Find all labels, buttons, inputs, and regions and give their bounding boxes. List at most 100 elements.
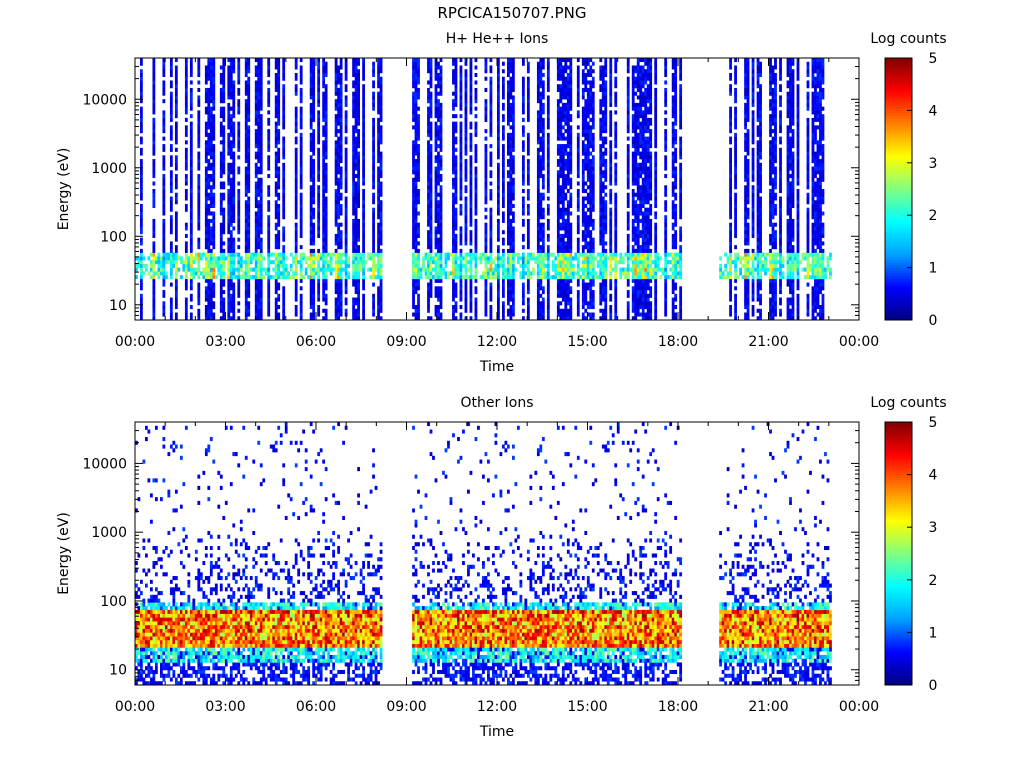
heatmap-cell	[174, 174, 178, 179]
heatmap-cell	[474, 106, 478, 111]
heatmap-cell	[209, 69, 213, 74]
heatmap-cell	[209, 155, 213, 160]
heatmap-cell	[274, 189, 278, 194]
heatmap-cell	[414, 91, 418, 96]
heatmap-cell	[232, 140, 236, 145]
heatmap-cell	[546, 117, 550, 122]
heatmap-cell	[339, 174, 343, 179]
heatmap-cell	[277, 72, 281, 78]
heatmap-cell	[257, 226, 261, 231]
heatmap-cell	[152, 200, 156, 205]
heatmap-cell	[459, 132, 463, 137]
heatmap-cell	[324, 256, 328, 261]
heatmap-cell	[274, 159, 278, 164]
heatmap-cell	[352, 312, 355, 317]
heatmap-cell	[162, 125, 166, 130]
heatmap-cell	[559, 91, 563, 96]
heatmap-cell	[142, 271, 146, 276]
heatmap-cell	[501, 170, 505, 175]
heatmap-cell	[354, 106, 358, 111]
heatmap-cell	[474, 271, 478, 276]
heatmap-cell	[207, 91, 211, 96]
heatmap-cell	[212, 230, 216, 235]
heatmap-cell	[357, 110, 360, 115]
heatmap-cell	[352, 233, 355, 238]
heatmap-cell	[352, 72, 355, 78]
heatmap-cell	[427, 192, 430, 197]
heatmap-cell	[546, 267, 550, 272]
heatmap-cell	[219, 252, 223, 257]
heatmap-cell	[506, 132, 510, 137]
heatmap-cell	[536, 282, 540, 287]
heatmap-cell	[339, 271, 343, 276]
heatmap-cell	[222, 312, 226, 317]
heatmap-cell	[312, 76, 316, 81]
heatmap-cell	[257, 69, 261, 74]
heatmap-cell	[439, 87, 443, 92]
heatmap-cell	[546, 278, 550, 283]
heatmap-cell	[324, 312, 328, 317]
heatmap-cell	[277, 170, 281, 175]
heatmap-cell	[506, 72, 510, 78]
heatmap-cell	[489, 252, 493, 257]
heatmap-cell	[539, 174, 543, 179]
heatmap-cell	[357, 271, 360, 276]
heatmap-cell	[377, 252, 380, 257]
heatmap-cell	[427, 297, 430, 302]
heatmap-cell	[207, 256, 211, 261]
heatmap-cell	[459, 87, 463, 92]
heatmap-cell	[319, 256, 323, 261]
heatmap-cell	[209, 248, 213, 253]
heatmap-cell	[212, 256, 216, 261]
heatmap-cell	[459, 230, 463, 235]
heatmap-cell	[539, 69, 543, 74]
heatmap-cell	[541, 308, 545, 313]
heatmap-cell	[237, 226, 241, 231]
heatmap-cell	[237, 72, 241, 78]
heatmap-cell	[277, 181, 281, 186]
heatmap-cell	[412, 114, 415, 119]
heatmap-cell	[511, 155, 515, 160]
heatmap-cell	[497, 166, 500, 171]
heatmap-cell	[526, 106, 530, 111]
heatmap-cell	[259, 215, 263, 220]
heatmap-cell	[222, 114, 226, 119]
heatmap-cell	[139, 222, 143, 227]
heatmap-cell	[207, 305, 211, 310]
heatmap-cell	[257, 144, 261, 149]
heatmap-cell	[219, 170, 223, 175]
heatmap-cell	[154, 271, 158, 276]
heatmap-cell	[559, 58, 563, 63]
heatmap-cell	[277, 267, 281, 272]
heatmap-cell	[566, 316, 570, 321]
heatmap-cell	[277, 117, 281, 122]
heatmap-cell	[212, 80, 216, 85]
heatmap-cell	[254, 121, 258, 126]
heatmap-cell	[267, 192, 271, 197]
heatmap-cell	[561, 271, 565, 276]
heatmap-cell	[184, 140, 188, 145]
heatmap-cell	[556, 181, 560, 186]
heatmap-cell	[184, 61, 188, 66]
heatmap-cell	[427, 144, 430, 149]
heatmap-cell	[469, 293, 473, 298]
heatmap-cell	[464, 177, 468, 182]
heatmap-cell	[322, 170, 326, 175]
heatmap-cell	[299, 207, 303, 212]
heatmap-cell	[526, 76, 530, 81]
heatmap-cell	[152, 241, 156, 246]
heatmap-cell	[212, 252, 216, 257]
heatmap-cell	[561, 203, 565, 209]
heatmap-cell	[464, 267, 468, 272]
heatmap-cell	[354, 248, 358, 253]
heatmap-cell	[212, 76, 216, 81]
heatmap-cell	[309, 241, 313, 246]
heatmap-cell	[344, 95, 348, 100]
heatmap-cell	[464, 263, 468, 268]
heatmap-cell	[509, 230, 513, 235]
heatmap-cell	[414, 207, 418, 212]
heatmap-cell	[501, 316, 505, 321]
heatmap-cell	[497, 185, 500, 190]
heatmap-cell	[509, 316, 513, 321]
heatmap-cell	[469, 275, 473, 280]
